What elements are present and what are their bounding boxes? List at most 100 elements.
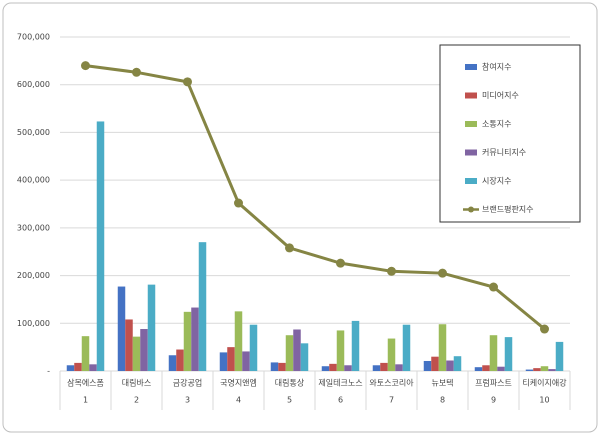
bar	[497, 366, 505, 371]
bar	[446, 360, 454, 371]
bar	[344, 365, 352, 371]
x-tick-rank: 7	[389, 396, 394, 405]
x-tick-rank: 2	[134, 396, 139, 405]
x-tick-rank: 10	[539, 396, 549, 405]
bar	[270, 362, 279, 371]
bar	[285, 335, 294, 371]
bar	[555, 341, 564, 371]
line	[85, 64, 546, 331]
legend-swatch	[465, 64, 477, 70]
bar	[117, 286, 126, 371]
bar	[74, 362, 82, 371]
bar	[321, 366, 330, 371]
bar	[219, 352, 228, 371]
bar	[198, 242, 207, 371]
legend-label: 참여지수	[482, 62, 511, 72]
x-tick-label: 대림바스	[122, 378, 151, 388]
legend-swatch	[465, 178, 477, 184]
line-marker	[540, 324, 549, 334]
x-tick-rank: 3	[185, 396, 190, 405]
x-tick-label: 티케이지애강	[522, 378, 567, 388]
bar	[147, 284, 156, 371]
y-tick-label: 100,000	[17, 319, 50, 328]
bar	[489, 335, 498, 371]
x-tick-label: 대림통상	[275, 378, 305, 388]
x-tick-label: 프럼파스트	[475, 379, 512, 388]
bar	[329, 363, 337, 371]
bar	[431, 356, 439, 371]
bar	[96, 121, 105, 371]
x-tick-label: 뉴보텍	[431, 378, 453, 388]
bar	[66, 365, 75, 371]
bar	[176, 349, 184, 371]
bar	[234, 311, 243, 371]
bar	[336, 330, 345, 371]
bar	[132, 336, 141, 371]
bar	[372, 365, 381, 371]
bar	[89, 364, 97, 371]
legend-swatch-marker	[468, 206, 474, 213]
bar	[140, 329, 148, 371]
bar	[125, 319, 133, 371]
legend-label: 커뮤니티지수	[482, 147, 526, 157]
bar	[242, 351, 250, 371]
bar	[249, 324, 258, 371]
bar	[548, 369, 556, 371]
legend-swatch	[465, 149, 477, 156]
bar	[168, 355, 177, 371]
line-marker	[234, 198, 243, 208]
bar	[474, 367, 483, 371]
bar	[300, 343, 309, 371]
x-tick-label: 삼목에스폼	[67, 378, 104, 388]
x-tick-rank: 8	[440, 396, 445, 405]
bar	[482, 365, 490, 371]
legend-label: 미디어지수	[482, 90, 519, 100]
x-tick-label: 금강공업	[173, 378, 202, 388]
line-marker	[81, 61, 90, 71]
line-marker	[489, 282, 498, 292]
bar	[351, 320, 360, 371]
line-marker	[285, 243, 294, 253]
legend-label: 브랜드평판지수	[482, 204, 534, 214]
line-marker	[387, 266, 396, 276]
line-marker	[438, 268, 447, 278]
y-tick-label: 400,000	[17, 176, 50, 185]
bar	[438, 324, 447, 371]
legend-label: 시장지수	[482, 176, 511, 186]
bar	[387, 338, 396, 371]
bar	[402, 324, 411, 371]
y-tick-label: 700,000	[17, 33, 50, 42]
bar	[423, 360, 432, 371]
bar	[191, 307, 199, 371]
x-tick-rank: 5	[287, 396, 292, 405]
bar	[453, 356, 462, 371]
x-tick-label: 제일테크노스	[318, 379, 362, 388]
y-tick-label: 200,000	[17, 271, 50, 280]
x-tick-rank: 6	[338, 396, 343, 405]
line-marker	[132, 67, 141, 77]
x-tick-rank: 4	[236, 396, 241, 405]
bar	[533, 368, 541, 371]
bar	[293, 329, 301, 371]
y-tick-label: 500,000	[17, 128, 50, 137]
x-tick-rank: 1	[83, 396, 88, 405]
line-marker	[183, 77, 192, 87]
line-marker	[336, 258, 345, 268]
bar	[81, 336, 90, 371]
bar	[380, 362, 388, 371]
y-tick-label: 300,000	[17, 223, 50, 232]
bar	[278, 362, 286, 371]
bar	[504, 337, 513, 371]
bar	[525, 369, 534, 371]
x-tick-label: 국영지앤엠	[220, 378, 257, 388]
legend-box	[439, 44, 581, 223]
y-tick-label: -	[47, 367, 50, 376]
y-tick-label: 600,000	[17, 80, 50, 89]
bar	[395, 364, 403, 371]
legend-swatch	[465, 121, 477, 127]
legend-swatch	[465, 92, 477, 99]
x-tick-label: 와토스코리아	[369, 378, 414, 388]
bar	[227, 347, 235, 371]
